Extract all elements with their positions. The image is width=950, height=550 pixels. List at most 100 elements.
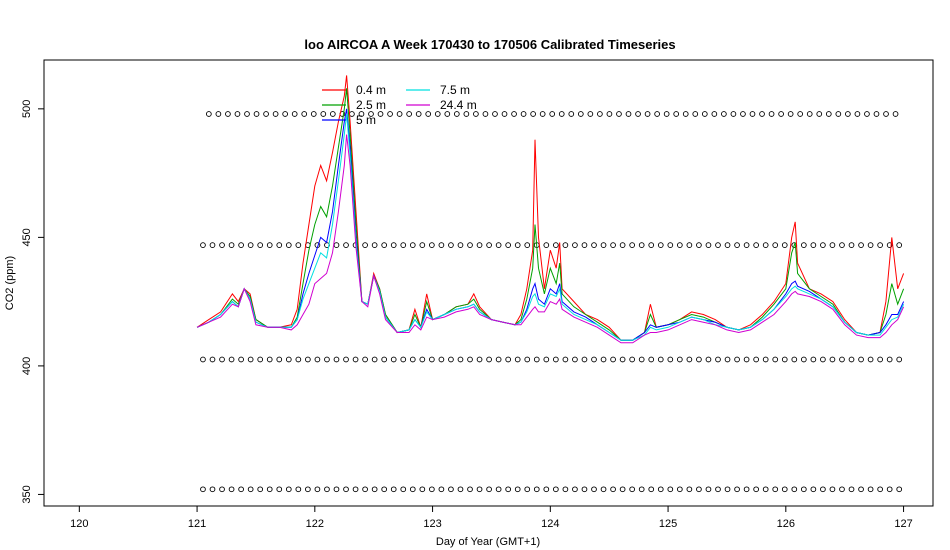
flag-marker — [291, 111, 298, 117]
flag-marker — [610, 356, 616, 363]
legend-label: 2.5 m — [356, 98, 386, 112]
flag-marker — [285, 486, 292, 493]
flag-marker — [301, 111, 308, 117]
flag-marker — [638, 356, 645, 363]
flag-marker — [396, 111, 403, 117]
flag-marker — [820, 242, 826, 248]
flag-marker — [409, 356, 416, 363]
flag-marker — [806, 111, 813, 117]
flag-marker — [753, 356, 759, 363]
flag-marker — [867, 486, 874, 493]
flag-marker — [730, 111, 737, 117]
flag-marker — [219, 356, 225, 363]
flag-marker — [883, 111, 889, 117]
flag-marker — [692, 111, 699, 117]
flag-marker — [238, 242, 244, 248]
flag-marker — [467, 486, 473, 493]
flag-marker — [638, 486, 645, 493]
flag-marker — [543, 486, 550, 493]
flag-marker — [734, 356, 740, 363]
flag-marker — [781, 486, 788, 493]
flag-marker — [200, 242, 206, 248]
flag-marker — [371, 242, 378, 248]
flag-marker — [648, 486, 655, 493]
flag-marker — [610, 242, 616, 248]
flag-marker — [368, 111, 374, 117]
legend: 0.4 m2.5 m5 m 7.5 m24.4 m — [322, 83, 477, 127]
series-line — [196, 88, 905, 341]
flag-marker — [305, 486, 311, 493]
flag-marker — [266, 486, 273, 493]
flag-marker — [724, 486, 731, 493]
flag-marker — [848, 356, 855, 363]
flag-marker — [606, 111, 613, 117]
flag-marker — [400, 242, 407, 248]
flag-marker — [886, 486, 893, 493]
flag-marker — [648, 242, 655, 248]
series-line — [196, 113, 905, 341]
flag-marker — [734, 242, 740, 248]
x-tick-label: 120 — [70, 518, 88, 530]
flag-marker — [686, 356, 693, 363]
flag-marker — [558, 111, 565, 117]
flag-marker — [305, 356, 311, 363]
flag-marker — [644, 111, 651, 117]
flag-marker — [200, 356, 206, 363]
flag-marker — [362, 356, 368, 363]
flag-marker — [772, 486, 779, 493]
flag-marker — [247, 356, 254, 363]
flag-marker — [781, 356, 788, 363]
flag-marker — [324, 486, 330, 493]
flag-marker — [371, 486, 378, 493]
flag-marker — [705, 242, 712, 248]
flag-marker — [247, 242, 254, 248]
flag-marker — [486, 486, 492, 493]
flag-marker — [238, 356, 244, 363]
flag-marker — [562, 356, 569, 363]
flag-marker — [800, 242, 807, 248]
y-axis: 350 400 450 500 — [21, 100, 44, 504]
flag-marker — [877, 242, 883, 248]
flag-marker — [205, 111, 212, 117]
flag-marker — [867, 242, 874, 248]
flag-marker — [667, 486, 674, 493]
flag-marker — [228, 486, 235, 493]
flag-marker — [600, 356, 607, 363]
flag-marker — [324, 356, 330, 363]
flag-marker — [778, 111, 784, 117]
flag-marker — [495, 242, 502, 248]
flag-marker — [705, 356, 712, 363]
flag-marker — [419, 486, 426, 493]
flag-marker — [721, 111, 727, 117]
flag-marker — [591, 242, 597, 248]
flag-marker — [238, 486, 244, 493]
flag-marker — [577, 111, 584, 117]
flag-marker — [743, 486, 750, 493]
flag-marker — [820, 356, 826, 363]
flag-marker — [505, 242, 512, 248]
flag-marker — [429, 486, 435, 493]
flag-marker — [845, 111, 851, 117]
flag-marker — [829, 486, 836, 493]
flag-marker — [740, 111, 746, 117]
y-tick-label: 500 — [21, 100, 33, 118]
flag-marker — [285, 242, 292, 248]
flag-marker — [390, 242, 397, 248]
x-tick-label: 122 — [306, 518, 324, 530]
flag-marker — [381, 486, 388, 493]
x-tick-label: 126 — [777, 518, 795, 530]
flag-marker — [257, 242, 264, 248]
flag-marker — [553, 486, 559, 493]
flag-marker — [295, 242, 302, 248]
flag-marker — [886, 242, 893, 248]
flag-marker — [657, 242, 664, 248]
x-tick-label: 127 — [894, 518, 912, 530]
flag-marker — [448, 242, 454, 248]
flag-marker — [549, 111, 556, 117]
flag-marker — [787, 111, 794, 117]
flag-marker — [200, 486, 206, 493]
flag-marker — [896, 356, 903, 363]
flag-marker — [810, 486, 817, 493]
x-tick-label: 121 — [188, 518, 206, 530]
